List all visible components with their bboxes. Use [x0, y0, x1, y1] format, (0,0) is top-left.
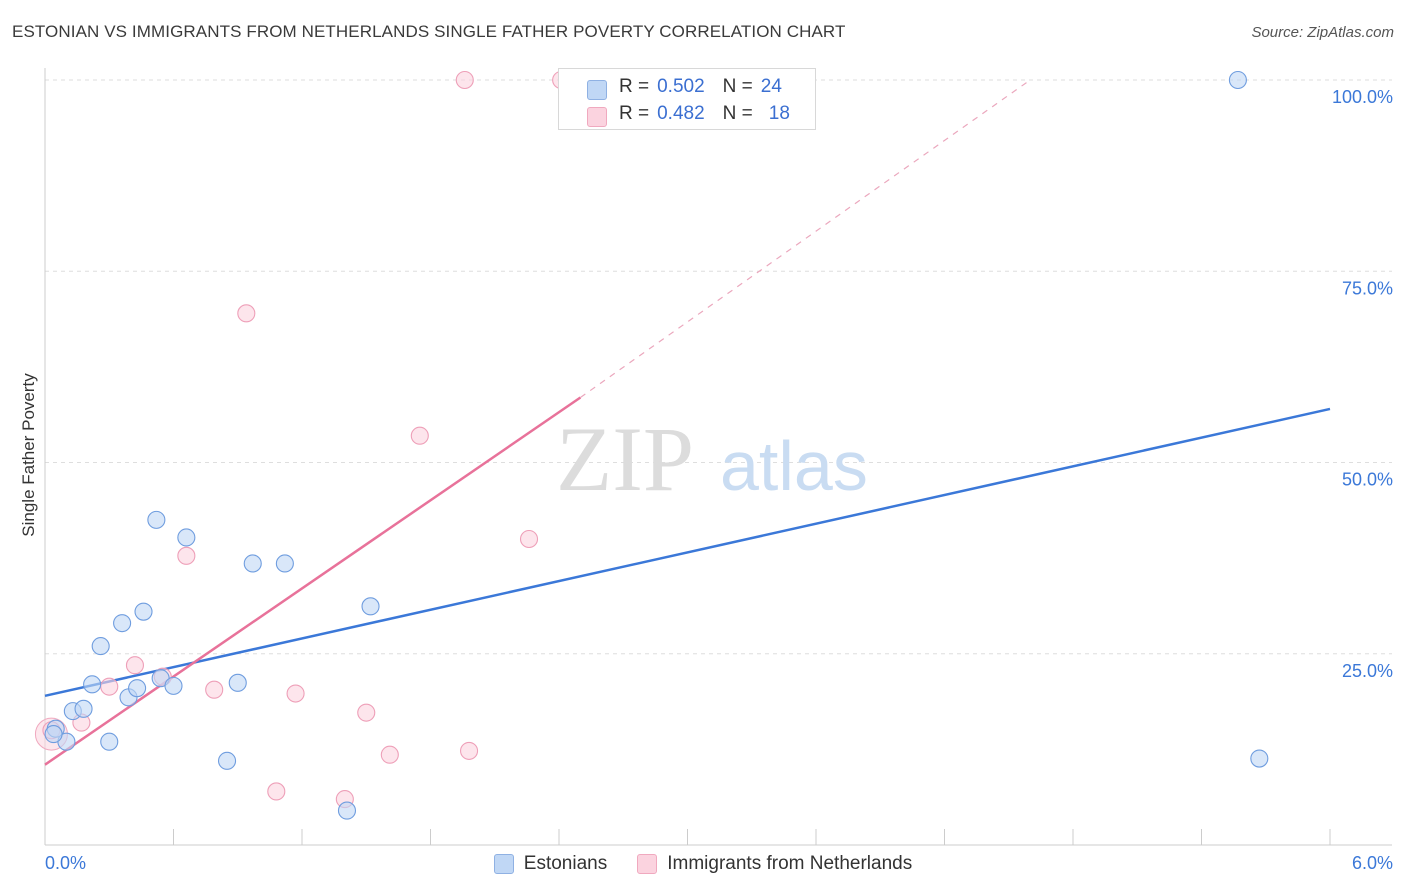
legend-swatch-pink: [637, 854, 658, 874]
data-point: [147, 510, 166, 529]
data-point: [205, 680, 224, 699]
y-tick-label: 50.0%: [1342, 470, 1393, 490]
n-value: 18: [768, 103, 790, 124]
n-label: N =: [722, 103, 753, 124]
data-point: [125, 656, 144, 675]
n-value: 24: [760, 76, 782, 97]
y-axis-label: Single Father Poverty: [19, 373, 38, 537]
data-point: [164, 676, 183, 695]
trend-line-estonians: [44, 407, 1331, 698]
legend-item-estonians[interactable]: Estonians: [493, 851, 608, 877]
data-points: [34, 70, 1269, 820]
data-point: [91, 637, 110, 656]
n-label: N =: [722, 76, 753, 97]
source-label: Source: ZipAtlas.com: [1251, 24, 1394, 41]
r-label: R =: [619, 76, 650, 97]
legend-label-netherlands: Immigrants from Netherlands: [667, 853, 913, 874]
data-point: [357, 703, 376, 722]
stats-swatch-blue: [587, 80, 607, 100]
data-point: [1228, 70, 1247, 90]
data-point: [113, 614, 132, 633]
data-point: [267, 782, 286, 801]
stats-legend: R = 0.502 N = 24 R = 0.482 N = 18: [558, 68, 816, 130]
legend-label-estonians: Estonians: [523, 853, 608, 874]
r-label: R =: [619, 103, 650, 124]
stats-row-estonians: R = 0.502 N = 24: [587, 74, 782, 100]
data-point: [128, 679, 147, 698]
data-point: [74, 699, 93, 718]
data-point: [455, 70, 474, 90]
data-point: [380, 745, 399, 764]
data-point: [100, 732, 119, 751]
data-point: [83, 675, 102, 694]
axes: [44, 68, 1392, 846]
data-point: [177, 528, 196, 547]
x-tick-label: 6.0%: [1352, 853, 1393, 873]
trend-line-netherlands: [44, 396, 582, 766]
data-point: [286, 684, 305, 703]
y-tick-label: 75.0%: [1342, 278, 1393, 298]
legend-item-netherlands[interactable]: Immigrants from Netherlands: [637, 851, 912, 877]
r-value: 0.482: [657, 103, 705, 124]
watermark: ZIP atlas: [556, 408, 868, 510]
tick-labels: 25.0% 50.0% 75.0% 100.0% 0.0% 6.0%: [45, 87, 1393, 873]
watermark-atlas: atlas: [720, 427, 868, 505]
r-value: 0.502: [657, 76, 705, 97]
data-point: [100, 677, 119, 696]
data-point: [361, 597, 380, 616]
data-point: [134, 602, 153, 621]
data-point: [44, 725, 63, 744]
legend-swatch-blue: [493, 854, 514, 874]
data-point: [1250, 749, 1269, 768]
trend-line-netherlands-extension: [580, 79, 1031, 398]
data-point: [228, 673, 247, 692]
chart-title: ESTONIAN VS IMMIGRANTS FROM NETHERLANDS …: [12, 22, 846, 41]
y-tick-label: 25.0%: [1342, 661, 1393, 681]
stats-row-netherlands: R = 0.482 N = 18: [587, 101, 790, 127]
data-point: [177, 546, 196, 565]
data-point: [410, 426, 429, 445]
y-tick-label: 100.0%: [1332, 87, 1393, 107]
data-point: [243, 554, 262, 573]
data-point: [275, 554, 294, 573]
watermark-zip: ZIP: [556, 408, 694, 510]
data-point: [519, 529, 539, 549]
x-tick-label: 0.0%: [45, 853, 86, 873]
bottom-legend: Estonians Immigrants from Netherlands: [0, 851, 1406, 877]
stats-swatch-pink: [587, 107, 607, 127]
data-point: [217, 751, 237, 770]
data-point: [237, 304, 256, 323]
data-point: [337, 801, 357, 820]
grid-lines: [45, 79, 1392, 655]
data-point: [459, 741, 479, 760]
